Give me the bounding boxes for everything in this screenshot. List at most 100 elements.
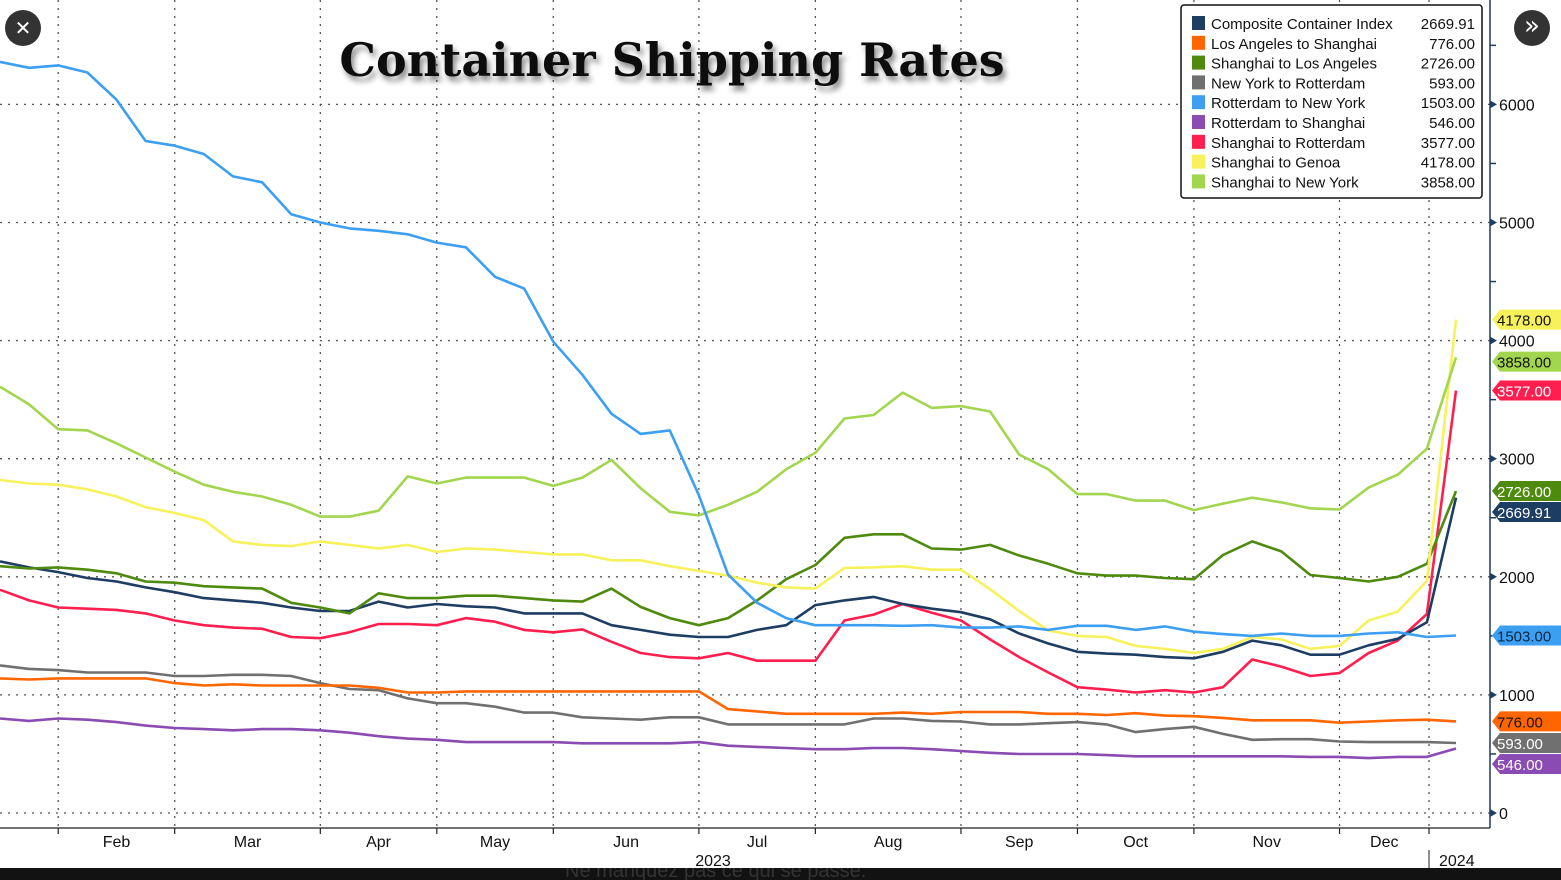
series-line-shanghai-to-genoa [0,319,1458,655]
y-tick-marker [1490,454,1497,463]
last-value-tag: 3858.00 [1492,351,1561,372]
y-tick-label: 1000 [1499,688,1535,705]
x-month-label: May [480,834,510,851]
double-chevron-right-icon: » [1524,11,1540,41]
last-value-tag: 2669.91 [1492,502,1561,523]
x-month-label: Nov [1252,834,1280,851]
tag-shape [1492,732,1561,753]
last-value-tag: 546.00 [1492,753,1561,774]
tag-shape [1492,351,1561,372]
tag-value: 3858.00 [1497,355,1551,372]
tag-value: 2669.91 [1497,505,1551,522]
x-month-label: Oct [1123,834,1148,851]
legend: Composite Container Index 2669.91 Los Ange… [1180,4,1483,199]
y-tick-label: 2000 [1499,570,1535,587]
x-year-label: 2024 [1439,853,1475,870]
footer-text: Ne manquez pas ce qui se passe. [565,868,867,880]
y-tick-marker [1490,218,1497,227]
series-line-los-angeles-to-shanghai [0,677,1457,724]
legend-swatch [1192,134,1205,149]
x-month-label: Jul [747,834,767,851]
last-value-tag: 3577.00 [1492,380,1561,401]
legend-value: 776.00 [1429,36,1475,53]
legend-swatch [1192,55,1205,70]
legend-label: Shanghai to Los Angeles [1211,56,1377,73]
legend-swatch [1192,75,1205,90]
legend-label: New York to Rotterdam [1211,75,1365,92]
series-line-shanghai-to-new-york [0,357,1458,518]
legend-swatch [1192,35,1205,50]
legend-swatch [1192,174,1205,189]
legend-label: Rotterdam to Shanghai [1211,115,1365,132]
last-value-tag: 593.00 [1492,732,1561,753]
legend-value: 4178.00 [1421,155,1475,172]
chart-title: Container Shipping Rates [339,33,1004,87]
tag-shape [1492,711,1561,732]
close-icon: ✕ [14,16,32,40]
legend-value: 3858.00 [1421,174,1475,191]
y-tick-label: 4000 [1499,334,1535,351]
legend-label: Rotterdam to New York [1211,95,1366,112]
last-value-tag: 1503.00 [1492,625,1561,646]
series-line-shanghai-to-los-angeles [0,490,1458,627]
x-month-label: Aug [874,834,902,851]
legend-value: 593.00 [1429,75,1475,92]
tag-value: 3577.00 [1497,384,1551,401]
legend-box [1180,4,1483,199]
x-month-label: Sep [1005,834,1034,851]
legend-swatch [1192,115,1205,129]
footer-bar: Ne manquez pas ce qui se passe. [0,868,1561,880]
tag-value: 776.00 [1497,714,1543,731]
legend-value: 1503.00 [1421,95,1475,112]
y-tick-marker [1490,336,1497,345]
tag-value: 4178.00 [1497,313,1551,330]
tag-shape [1492,502,1561,523]
y-tick-marker [1490,572,1497,581]
last-value-tag: 776.00 [1492,711,1561,732]
x-month-label: Jun [613,834,639,851]
y-tick-marker [1490,100,1497,109]
tag-shape [1492,380,1561,401]
x-month-label: Apr [366,834,392,851]
y-tick-label: 6000 [1499,97,1535,114]
tag-value: 546.00 [1497,757,1543,774]
legend-label: Shanghai to New York [1211,174,1359,191]
legend-value: 3577.00 [1421,135,1475,152]
series-line-composite-container-index [0,497,1458,660]
tag-shape [1492,753,1561,774]
close-button[interactable]: ✕ [5,10,41,46]
y-tick-marker [1490,690,1497,699]
tag-shape [1492,309,1561,330]
y-tick-marker [1490,809,1497,817]
legend-value: 2726.00 [1421,56,1475,73]
tag-value: 2726.00 [1497,484,1551,501]
tag-shape [1492,481,1561,502]
legend-swatch [1192,16,1205,30]
series-line-rotterdam-to-new-york [0,60,1457,639]
next-button[interactable]: » [1514,10,1550,46]
last-value-tag: 2726.00 [1492,481,1561,502]
legend-value: 2669.91 [1421,16,1475,33]
x-month-label: Feb [103,834,131,851]
tag-value: 1503.00 [1497,628,1551,645]
tag-value: 593.00 [1497,736,1543,753]
series-lines [0,60,1458,760]
y-tick-label: 5000 [1499,216,1535,233]
y-tick-label: 3000 [1499,452,1535,469]
legend-label: Composite Container Index [1211,16,1393,33]
series-line-new-york-to-rotterdam [0,664,1457,745]
legend-value: 546.00 [1429,115,1475,132]
legend-swatch [1192,154,1205,169]
legend-label: Shanghai to Genoa [1211,155,1341,172]
x-year-label: 2023 [695,853,731,870]
axes: 0 1000 2000 3000 4000 5000 6000 Feb Mar Apr May Jun… [0,0,1535,870]
legend-label: Shanghai to Rotterdam [1211,135,1365,152]
series-line-rotterdam-to-shanghai [0,717,1457,760]
series-line-shanghai-to-rotterdam [0,390,1458,694]
y-tick-label: 0 [1499,806,1508,823]
tag-shape [1492,625,1561,646]
x-month-label: Dec [1370,834,1398,851]
last-value-tag: 4178.00 [1492,309,1561,330]
last-value-tags: 4178.00 3858.00 3577.00 2726.00 2669.91 1503.… [1492,309,1561,774]
